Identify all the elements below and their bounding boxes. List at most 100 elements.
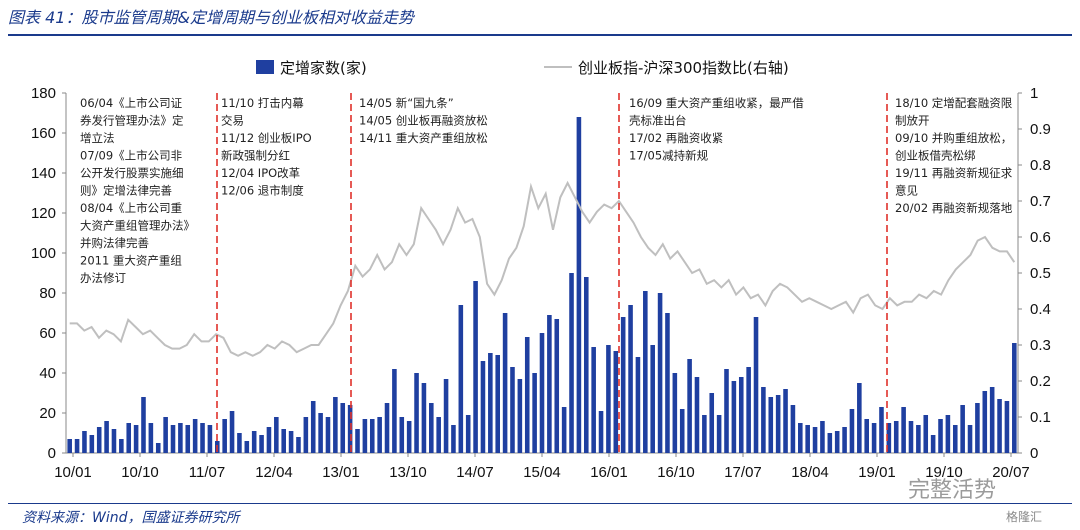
x-tick-label: 10/10: [121, 464, 159, 481]
bar: [274, 417, 279, 453]
bar: [465, 415, 471, 453]
bar: [473, 281, 478, 453]
bar: [517, 379, 523, 453]
y-left-tick-label: 100: [31, 245, 56, 262]
bar: [923, 415, 929, 453]
bar: [775, 395, 781, 453]
bar: [643, 291, 648, 453]
bar: [325, 417, 331, 453]
bar: [635, 357, 641, 453]
annotation-line: 11/12 创业板IPO: [221, 131, 312, 145]
annotation-line: 14/05 新“国九条”: [359, 96, 454, 110]
bar: [244, 441, 250, 453]
annotation-line: 券发行管理办法》定: [80, 114, 184, 128]
ratio-line: [69, 180, 1016, 357]
bar: [871, 423, 877, 453]
bar: [561, 407, 567, 453]
bar: [421, 383, 427, 453]
bar: [399, 417, 405, 453]
y-right-tick-label: 0.3: [1030, 337, 1051, 354]
bar: [746, 367, 751, 453]
bar: [340, 403, 346, 453]
bar: [495, 355, 501, 453]
annotation-line: 壳标准出台: [629, 114, 687, 128]
bar: [679, 409, 685, 453]
bar: [310, 401, 316, 453]
bar: [1012, 343, 1017, 453]
bar: [606, 345, 611, 453]
bar: [502, 313, 508, 453]
bar: [901, 407, 906, 453]
bar: [384, 403, 390, 453]
annotation-line: 大资产重组管理办法》: [80, 219, 195, 233]
annotation-line: 17/02 再融资收紧: [629, 131, 723, 145]
bar: [938, 419, 943, 453]
annotation-line: 07/09《上市公司非: [80, 149, 183, 163]
annotation-line: 18/10 定增配套融资限: [895, 96, 1013, 110]
bar: [753, 317, 759, 453]
source-divider: [8, 503, 1072, 504]
bar: [783, 389, 788, 453]
bar: [480, 361, 486, 453]
bar: [982, 391, 988, 453]
bar: [554, 319, 560, 453]
bar: [133, 425, 139, 453]
y-left-tick-label: 80: [39, 285, 56, 302]
bar: [731, 381, 737, 453]
bar: [975, 403, 980, 453]
y-left-tick-label: 0: [48, 445, 56, 462]
bar: [613, 351, 619, 453]
bar: [392, 369, 397, 453]
bar: [591, 347, 596, 453]
bar: [768, 397, 774, 453]
bar: [192, 419, 198, 453]
annotation-line: 办法修订: [80, 271, 126, 285]
bar: [436, 417, 441, 453]
bar: [333, 397, 338, 453]
bar: [266, 427, 272, 453]
bar: [916, 425, 921, 453]
bar: [820, 421, 825, 453]
y-right-tick-label: 0: [1030, 445, 1038, 462]
annotation-line: 制放开: [895, 114, 930, 128]
bar: [849, 409, 855, 453]
bar: [997, 399, 1002, 453]
bar: [709, 393, 715, 453]
bar: [857, 383, 862, 453]
annotation-line: 公开发行股票实施细: [80, 166, 184, 180]
y-right-tick-label: 0.1: [1030, 409, 1051, 426]
source-note: 资料来源：Wind，国盛证券研究所: [22, 510, 240, 526]
bar: [288, 431, 294, 453]
annotation-line: 14/11 重大资产重组放松: [359, 131, 488, 145]
annotation-line: 意见: [895, 184, 918, 198]
title-divider: [8, 34, 1072, 36]
bar: [805, 425, 810, 453]
annotation-line: 增立法: [80, 131, 115, 145]
annotation-line: 12/04 IPO改革: [221, 166, 300, 180]
x-tick-label: 10/01: [54, 464, 92, 481]
bar: [229, 411, 235, 453]
bar: [952, 425, 958, 453]
bar: [104, 421, 109, 453]
bar: [111, 429, 117, 453]
bar: [362, 419, 368, 453]
legend-label-bars: 定增家数(家): [280, 59, 367, 77]
bar: [67, 439, 72, 453]
x-tick-label: 19/01: [858, 464, 896, 481]
bar: [798, 423, 803, 453]
annotation-line: 交易: [221, 114, 244, 128]
bar: [539, 333, 545, 453]
bar: [200, 423, 205, 453]
bar: [126, 423, 132, 453]
annotation-line: 创业板借壳松绑: [895, 149, 976, 163]
bar: [259, 435, 264, 453]
annotation-line: 新政强制分红: [221, 149, 290, 163]
y-left-tick-label: 140: [31, 165, 56, 182]
bar: [842, 427, 847, 453]
y-left-tick-label: 180: [31, 85, 56, 102]
x-tick-label: 12/04: [255, 464, 293, 481]
bar: [82, 431, 87, 453]
y-right-tick-label: 0.2: [1030, 373, 1051, 390]
bar: [451, 425, 456, 453]
